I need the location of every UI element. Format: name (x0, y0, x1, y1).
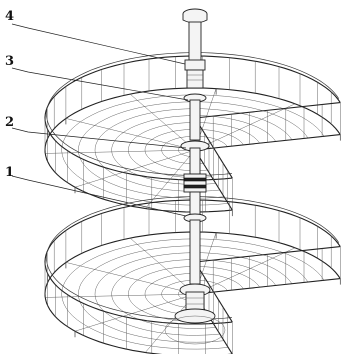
connector-tube (189, 147, 201, 175)
collar-2 (183, 173, 207, 193)
leader-1 (11, 175, 187, 217)
collar-4 (184, 59, 206, 71)
band-lower (183, 184, 207, 189)
bearing-sleeve (186, 69, 204, 89)
floor-plate (164, 315, 226, 345)
band-upper (183, 177, 207, 182)
leader-3 (11, 67, 189, 101)
leader-lines (11, 23, 189, 217)
center-post (164, 8, 226, 345)
leader-4 (11, 23, 186, 65)
callout-4: 4 (5, 9, 14, 24)
callout-1: 1 (5, 165, 14, 180)
bottom-tube (189, 219, 201, 285)
upper-tube (188, 21, 202, 63)
lower-tube (189, 191, 201, 217)
callout-3: 3 (5, 54, 14, 69)
callout-2: 2 (5, 115, 14, 130)
upper-wire-basket (44, 52, 341, 217)
leader-2 (11, 127, 187, 149)
mid-tube (189, 99, 201, 141)
